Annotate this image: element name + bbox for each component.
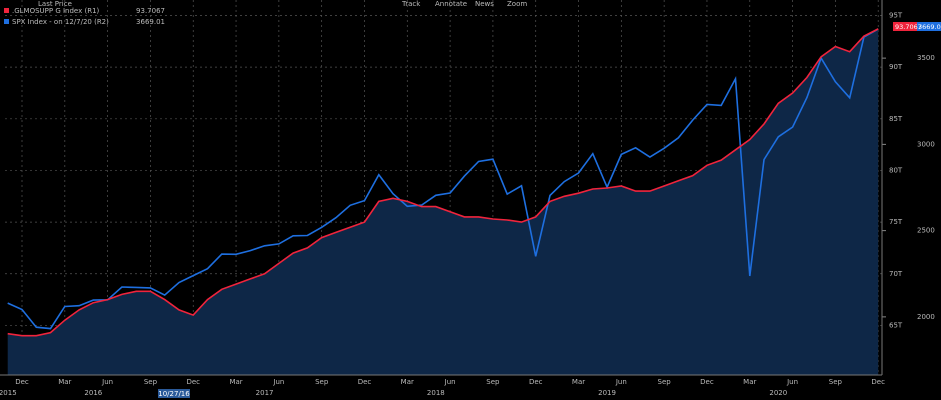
x-tick-label: Dec bbox=[358, 378, 372, 386]
x-tick-label: Jun bbox=[786, 378, 798, 386]
legend-entry: .GLMOSUPP G Index (R1) bbox=[12, 7, 100, 15]
year-label: 2016 bbox=[84, 389, 102, 397]
year-label: 2017 bbox=[256, 389, 274, 397]
last-badge bbox=[917, 22, 941, 31]
toolbar-button[interactable]: Track bbox=[401, 0, 421, 8]
y2-tick-label: 2500 bbox=[917, 227, 935, 235]
x-tick-label: Mar bbox=[401, 378, 414, 386]
toolbar-button[interactable]: Zoom bbox=[507, 0, 527, 8]
series-line bbox=[7, 28, 879, 330]
year-label: 2018 bbox=[427, 389, 445, 397]
cursor-badge bbox=[158, 389, 190, 398]
last-badge-label: 93.7067 bbox=[895, 23, 922, 31]
y-tick-label: 70T bbox=[889, 270, 903, 278]
legend-value: 93.7067 bbox=[136, 7, 165, 15]
x-tick-label: Mar bbox=[58, 378, 71, 386]
x-tick-label: Dec bbox=[15, 378, 29, 386]
y-tick-label: 75T bbox=[889, 218, 903, 226]
y-tick-label: 95T bbox=[889, 11, 903, 19]
x-tick-label: Dec bbox=[700, 378, 714, 386]
series-line bbox=[7, 28, 879, 337]
legend-entry: SPX Index - on 12/7/20 (R2) bbox=[12, 18, 109, 26]
x-tick-label: Sep bbox=[315, 378, 329, 386]
legend-value: 3669.01 bbox=[136, 18, 165, 26]
y2-tick-label: 2000 bbox=[917, 313, 935, 321]
x-tick-label: Sep bbox=[658, 378, 672, 386]
x-tick-label: Mar bbox=[572, 378, 585, 386]
x-tick-label: Mar bbox=[743, 378, 756, 386]
y2-tick-label: 3000 bbox=[917, 140, 935, 148]
x-tick-label: Dec bbox=[186, 378, 200, 386]
x-tick-label: Sep bbox=[486, 378, 500, 386]
x-tick-label: Dec bbox=[871, 378, 885, 386]
y-tick-label: 90T bbox=[889, 63, 903, 71]
x-tick-label: Mar bbox=[229, 378, 242, 386]
plot-area bbox=[5, 0, 882, 376]
y-tick-label: 85T bbox=[889, 115, 903, 123]
x-tick-label: Jun bbox=[101, 378, 113, 386]
legend-swatch bbox=[4, 8, 9, 13]
y2-tick-label: 3500 bbox=[917, 54, 935, 62]
toolbar: Track Annotate News Zoom bbox=[401, 0, 527, 8]
toolbar-button[interactable]: Annotate bbox=[435, 0, 467, 8]
year-label: 2020 bbox=[769, 389, 787, 397]
x-tick-label: Sep bbox=[144, 378, 158, 386]
x-tick-label: Jun bbox=[444, 378, 456, 386]
x-tick-label: Jun bbox=[272, 378, 284, 386]
x-tick-label: Dec bbox=[529, 378, 543, 386]
legend-swatch bbox=[4, 19, 9, 24]
year-label: 2019 bbox=[598, 389, 616, 397]
last-badge-label: 3669.01 bbox=[918, 23, 941, 31]
x-tick-label: Jun bbox=[615, 378, 627, 386]
cursor-label: 10/27/16 bbox=[158, 390, 190, 398]
toolbar-button[interactable]: News bbox=[475, 0, 494, 8]
y-tick-label: 80T bbox=[889, 166, 903, 174]
last-badge bbox=[893, 22, 920, 31]
year-label: 2015 bbox=[0, 389, 17, 397]
legend-header: Last Price bbox=[38, 0, 72, 8]
y-tick-label: 65T bbox=[889, 321, 903, 329]
x-tick-label: Sep bbox=[829, 378, 843, 386]
